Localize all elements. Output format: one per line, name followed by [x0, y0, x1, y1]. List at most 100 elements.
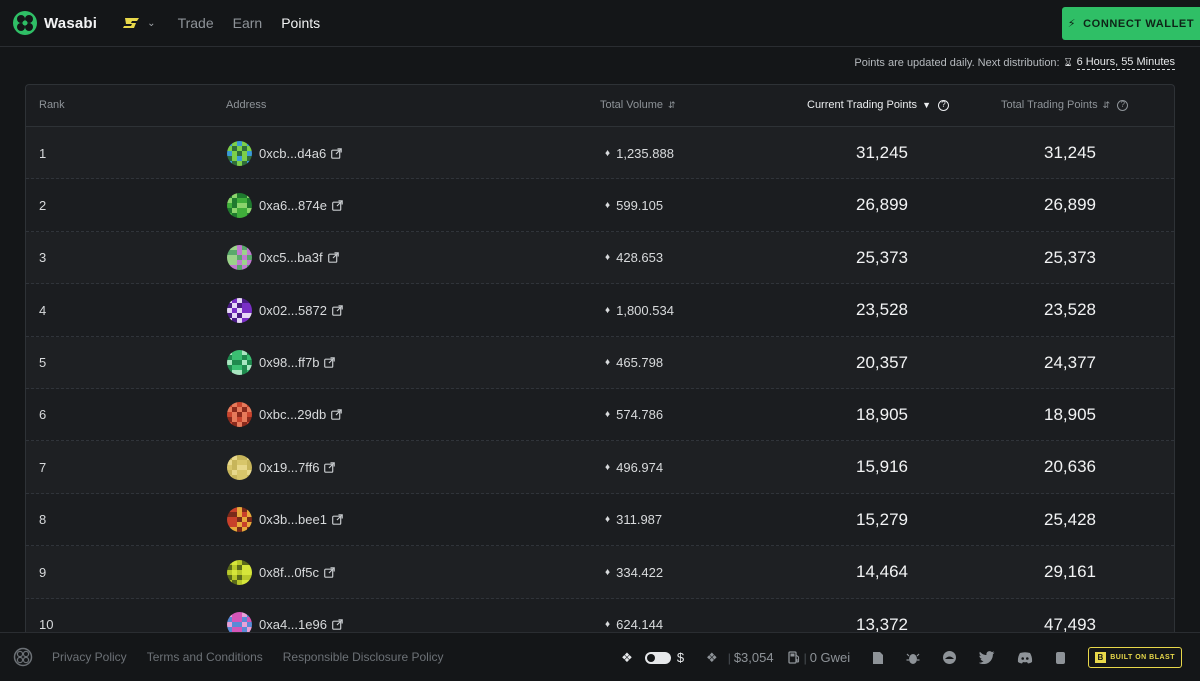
external-link-icon[interactable] [324, 462, 336, 473]
sort-desc-icon: ▼ [922, 100, 931, 110]
rank-cell: 2 [39, 197, 47, 213]
total-points-cell: 47,493 [1044, 614, 1096, 634]
rank-cell: 4 [39, 302, 47, 318]
help-icon[interactable]: ? [937, 99, 949, 111]
wasabi-logo-icon [13, 11, 37, 35]
avatar [227, 245, 252, 271]
eth-icon: ♦ [605, 514, 611, 526]
volume-value: 574.786 [616, 407, 664, 423]
address-link[interactable]: 0xbc...29db [259, 407, 327, 423]
nav-points[interactable]: Points [281, 15, 321, 31]
external-link-icon[interactable] [332, 514, 343, 526]
help-icon[interactable]: ? [1117, 99, 1129, 111]
disclosure-policy-link[interactable]: Responsible Disclosure Policy [282, 650, 444, 664]
built-on-blast-badge[interactable]: B BUILT ON BLAST [1088, 647, 1182, 668]
twitter-icon[interactable] [979, 651, 995, 664]
address-link[interactable]: 0x3b...bee1 [259, 512, 327, 528]
external-link-icon[interactable] [332, 619, 343, 630]
address-link[interactable]: 0xcb...d4a6 [259, 145, 327, 161]
column-total-volume-label: Total Volume [600, 99, 663, 111]
external-link-icon[interactable] [332, 304, 343, 316]
column-total-trading-points[interactable]: Total Trading Points ⇵ ? [1001, 99, 1129, 111]
external-link-icon[interactable] [324, 566, 335, 578]
divider: | [803, 650, 807, 665]
volume-cell: ♦ 311.987 [605, 494, 662, 546]
address-link[interactable]: 0x02...5872 [259, 302, 327, 318]
column-rank-label: Rank [39, 99, 65, 111]
eth-icon: ♦ [605, 304, 611, 316]
total-points-cell: 29,161 [1044, 562, 1096, 582]
table-header: Rank Address Total Volume ⇵ Current Trad… [26, 85, 1174, 127]
wasabi-logo[interactable]: Wasabi [12, 10, 97, 36]
rank-cell: 3 [39, 250, 47, 266]
volume-cell: ♦ 599.105 [605, 179, 663, 231]
address-link[interactable]: 0xc5...ba3f [259, 250, 323, 266]
distribution-notice: Points are updated daily. Next distribut… [854, 56, 1175, 70]
privacy-policy-link[interactable]: Privacy Policy [52, 650, 127, 664]
chain-selector[interactable]: ⌄ [123, 17, 156, 29]
rank-cell: 10 [39, 617, 54, 633]
table-row[interactable]: 4 0x02...5872 ♦ 1,800.534 23,528 23,528 [26, 284, 1174, 337]
volume-cell: ♦ 496.974 [605, 441, 663, 493]
volume-cell: ♦ 1,235.888 [605, 127, 674, 179]
avatar [227, 507, 252, 533]
external-link-icon[interactable] [331, 409, 343, 421]
volume-value: 1,235.888 [616, 145, 674, 161]
total-points-cell: 18,905 [1044, 404, 1096, 424]
address-link[interactable]: 0xa6...874e [259, 197, 327, 213]
column-current-trading-points[interactable]: Current Trading Points ▼ ? [807, 99, 949, 111]
table-row[interactable]: 6 0xbc...29db ♦ 574.786 18,905 18,905 [26, 389, 1174, 442]
footer: Privacy Policy Terms and Conditions Resp… [0, 632, 1200, 681]
volume-cell: ♦ 574.786 [605, 389, 663, 441]
column-total-volume[interactable]: Total Volume ⇵ [600, 99, 676, 111]
main-nav: Trade Earn Points [178, 15, 340, 31]
terms-link[interactable]: Terms and Conditions [146, 650, 263, 664]
volume-cell: ♦ 334.422 [605, 546, 663, 598]
table-row[interactable]: 8 0x3b...bee1 ♦ 311.987 15,279 25,428 [26, 494, 1174, 547]
total-points-cell: 20,636 [1044, 457, 1096, 477]
eth-icon: ♦ [605, 461, 611, 473]
divider: | [727, 650, 731, 665]
address-link[interactable]: 0xa4...1e96 [259, 617, 327, 633]
discord-icon[interactable] [1017, 651, 1033, 664]
table-row[interactable]: 5 0x98...ff7b ♦ 465.798 20,357 24,377 [26, 336, 1174, 389]
eth-icon: ♦ [605, 566, 611, 578]
connect-wallet-label: CONNECT WALLET [1083, 17, 1195, 30]
column-current-points-label: Current Trading Points [807, 99, 918, 111]
volume-value: 599.105 [616, 197, 664, 213]
rank-cell: 1 [39, 145, 47, 161]
external-link-icon[interactable] [327, 252, 339, 264]
usd-symbol: $ [676, 650, 685, 665]
leaderboard-table: Rank Address Total Volume ⇵ Current Trad… [25, 84, 1175, 644]
bug-icon[interactable] [906, 651, 920, 665]
address-cell: 0x98...ff7b [227, 337, 336, 389]
table-row[interactable]: 1 0xcb...d4a6 ♦ 1,235.888 31,245 31,245 [26, 127, 1174, 180]
table-row[interactable]: 3 0xc5...ba3f ♦ 428.653 25,373 25,373 [26, 231, 1174, 285]
eth-icon: ♦ [605, 252, 611, 264]
external-link-icon[interactable] [331, 147, 343, 159]
connect-wallet-button[interactable]: ⚡︎ CONNECT WALLET [1062, 7, 1200, 40]
rank-cell: 7 [39, 459, 47, 475]
rank-cell: 8 [39, 512, 47, 528]
address-link[interactable]: 0x19...7ff6 [259, 459, 320, 475]
external-link-icon[interactable] [332, 200, 343, 211]
currency-toggle[interactable] [644, 651, 671, 664]
current-points-cell: 20,357 [856, 352, 908, 372]
medium-icon[interactable] [942, 650, 957, 665]
docs-icon[interactable] [872, 651, 884, 665]
volume-value: 465.798 [616, 355, 664, 371]
table-row[interactable]: 7 0x19...7ff6 ♦ 496.974 15,916 20,636 [26, 441, 1174, 494]
nav-earn[interactable]: Earn [232, 15, 263, 31]
total-points-cell: 31,245 [1044, 143, 1096, 162]
table-row[interactable]: 9 0x8f...0f5c ♦ 334.422 14,464 29,161 [26, 546, 1174, 599]
wasabi-footer-logo-icon[interactable] [13, 647, 33, 667]
telegram-icon[interactable] [1055, 651, 1066, 665]
external-link-icon[interactable] [324, 357, 336, 368]
address-link[interactable]: 0x8f...0f5c [259, 564, 319, 580]
table-row[interactable]: 2 0xa6...874e ♦ 599.105 26,899 26,899 [26, 179, 1174, 232]
eth-icon: ♦ [605, 199, 611, 211]
rank-cell: 9 [39, 564, 47, 580]
address-link[interactable]: 0x98...ff7b [259, 355, 320, 371]
total-points-cell: 24,377 [1044, 352, 1096, 372]
nav-trade[interactable]: Trade [177, 15, 214, 31]
